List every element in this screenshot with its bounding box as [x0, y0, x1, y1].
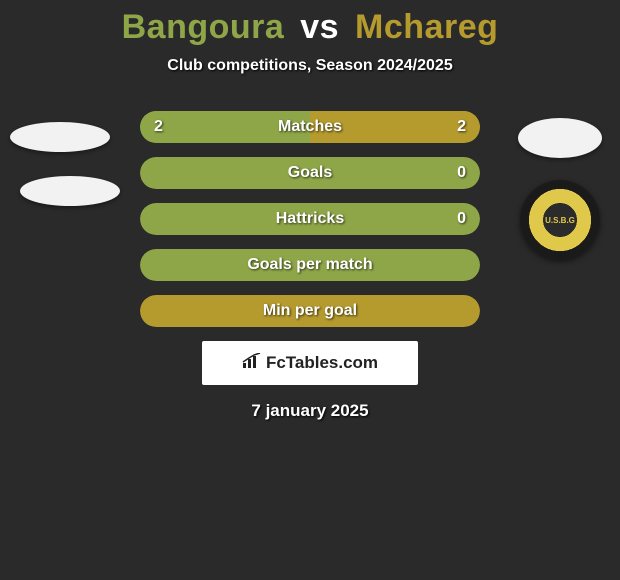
- bar-value-right: 0: [457, 164, 466, 182]
- comparison-title: Bangoura vs Mchareg: [0, 0, 620, 47]
- bar-label: Goals per match: [140, 256, 480, 274]
- bar-label: Min per goal: [140, 302, 480, 320]
- watermark-text: FcTables.com: [266, 353, 378, 373]
- player-left-avatar-placeholder: [10, 122, 110, 152]
- title-right: Mchareg: [355, 8, 498, 46]
- chart-icon: [242, 353, 262, 374]
- bar-label: Goals: [140, 164, 480, 182]
- bar-value-left: 2: [154, 118, 163, 136]
- title-vs: vs: [300, 8, 339, 46]
- bar-value-right: 0: [457, 210, 466, 228]
- bar-label: Hattricks: [140, 210, 480, 228]
- subtitle: Club competitions, Season 2024/2025: [0, 57, 620, 75]
- stat-row: Goals per match: [140, 249, 480, 281]
- club-badge-text: U.S.B.G: [545, 216, 575, 225]
- bar-label: Matches: [140, 118, 480, 136]
- bar-value-right: 2: [457, 118, 466, 136]
- date-line: 7 january 2025: [0, 401, 620, 421]
- title-left: Bangoura: [122, 8, 285, 46]
- stat-row: Min per goal: [140, 295, 480, 327]
- stat-bars: Matches22Goals0Hattricks0Goals per match…: [140, 111, 480, 327]
- watermark[interactable]: FcTables.com: [202, 341, 418, 385]
- stat-row: Hattricks0: [140, 203, 480, 235]
- stat-row: Matches2 2: [140, 111, 480, 143]
- player-right-avatar-placeholder: [518, 118, 602, 158]
- stat-row: Goals0: [140, 157, 480, 189]
- player-left-shape-placeholder: [20, 176, 120, 206]
- club-badge-right: U.S.B.G: [520, 180, 600, 260]
